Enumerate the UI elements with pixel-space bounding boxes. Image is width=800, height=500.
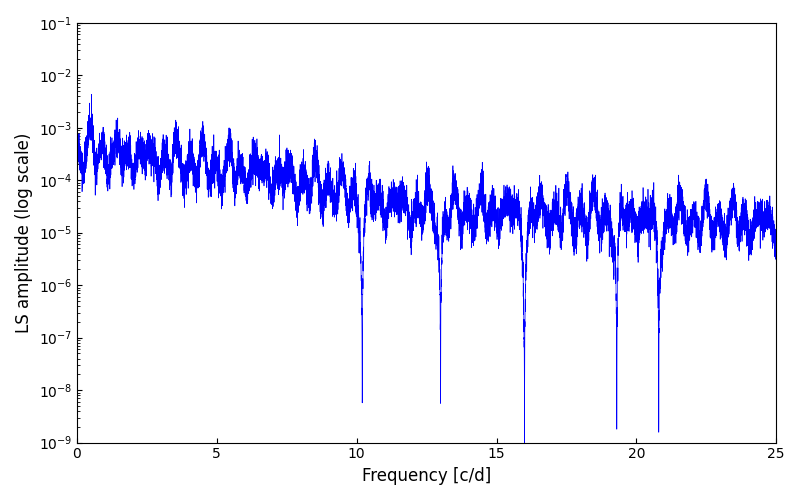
X-axis label: Frequency [c/d]: Frequency [c/d] — [362, 467, 491, 485]
Y-axis label: LS amplitude (log scale): LS amplitude (log scale) — [15, 132, 33, 333]
